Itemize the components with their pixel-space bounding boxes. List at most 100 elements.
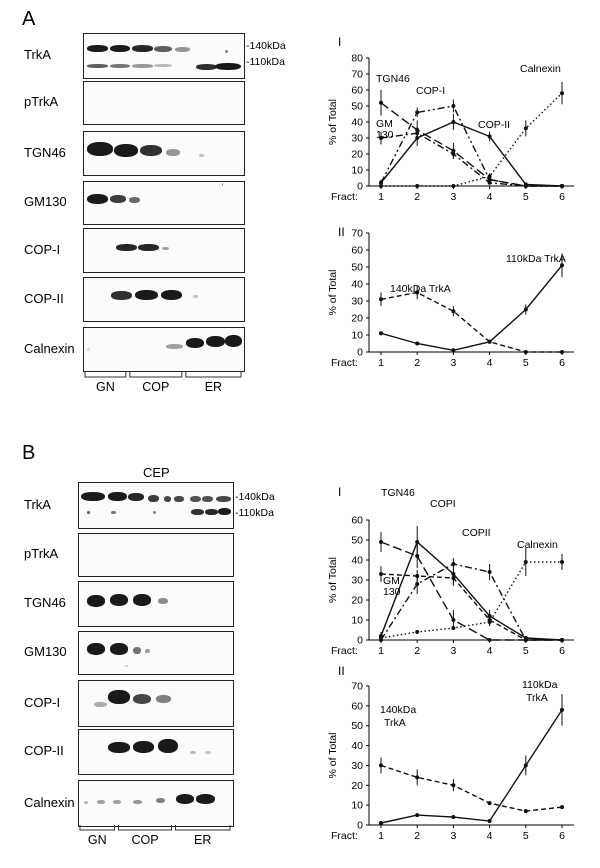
data-point	[451, 562, 456, 566]
chart-annotation: 140kDa TrkA	[390, 283, 451, 295]
x-tick-label: 4	[487, 645, 493, 657]
data-point	[487, 134, 492, 139]
panel-b-band	[216, 496, 232, 503]
data-point	[523, 307, 528, 312]
panel-a-band	[196, 63, 217, 70]
panel-b-group-bracket	[79, 825, 115, 831]
panel-a-kda-marker: -110kDa	[246, 56, 285, 68]
panel-b-band	[86, 511, 90, 515]
panel-a-band	[87, 63, 108, 68]
series-line-cop-i	[380, 105, 562, 187]
panel-b-letter: B	[22, 442, 36, 464]
panel-b-blot-calnexin	[78, 780, 234, 827]
panel-a-band	[221, 182, 224, 186]
y-tick-label: 20	[351, 149, 363, 161]
x-tick-label: 1	[378, 191, 384, 203]
data-point	[379, 763, 383, 768]
panel-b-group-label-cop: COP	[131, 833, 159, 847]
data-point	[487, 638, 492, 642]
y-tick-label: 50	[351, 535, 363, 547]
panel-b-group-brackets	[79, 825, 231, 831]
series-line-calnexin	[381, 92, 563, 187]
chart-annotation: COP-I	[416, 85, 445, 97]
panel-a-group-bracket	[84, 372, 127, 378]
y-tick-label: 10	[351, 800, 363, 812]
panel-a-band	[224, 334, 243, 347]
panel-a-band	[116, 243, 137, 251]
data-point	[560, 707, 564, 712]
panel-b-blot-label-cop-ii: COP-II	[24, 743, 64, 758]
chart-annotation: COPI	[430, 498, 456, 510]
data-point	[560, 91, 564, 96]
data-point	[487, 620, 492, 624]
panel-b-band	[163, 496, 172, 503]
panel-b-band	[132, 694, 152, 704]
panel-a-band	[154, 64, 172, 68]
x-tick-label: 1	[378, 830, 384, 842]
series-line-tgn46	[380, 541, 562, 641]
y-tick-label: 10	[351, 615, 363, 627]
chart-annotation: 110kDa TrkA	[506, 253, 566, 265]
panel-a-band	[215, 63, 241, 71]
panel-a-blot-label-trka: TrkA	[24, 47, 51, 62]
x-tick-label: 5	[523, 830, 529, 842]
x-axis-label: Fract:	[331, 830, 358, 842]
data-point	[560, 805, 564, 810]
data-point	[451, 120, 456, 124]
chart-annotation: GM	[376, 118, 393, 130]
data-point	[560, 350, 564, 354]
y-tick-label: 40	[351, 740, 363, 752]
panel-b-blot-label-tgn46: TGN46	[24, 595, 66, 610]
data-point	[415, 582, 420, 586]
y-axis-label: % of Total	[327, 557, 339, 603]
panel-a-group-bracket	[129, 372, 183, 378]
panel-b-band	[205, 508, 218, 515]
data-point	[487, 801, 492, 806]
chart-annotation: 110kDa	[522, 679, 558, 691]
panel-b-kda-marker: -110kDa	[235, 507, 274, 519]
y-tick-label: 50	[351, 101, 363, 113]
panel-b-band	[132, 740, 155, 753]
panel-b-band	[174, 496, 184, 503]
series-line-copii	[380, 563, 562, 641]
panel-b-blot-label-calnexin: Calnexin	[24, 794, 75, 810]
panel-b-band	[108, 742, 130, 754]
panel-b-band	[156, 695, 172, 703]
panel-a-group-bracket	[185, 372, 242, 378]
chart-annotation: TrkA	[526, 692, 548, 704]
series-line-110kda-trka	[380, 264, 563, 352]
panel-b-blot-cop-ii	[78, 729, 234, 775]
data-point	[523, 763, 528, 768]
chart-b-i: I 0 10 20 30 40 50 60 % of Total Fract: 1 2 3 4 5 6 TGN4…	[327, 485, 574, 657]
y-tick-label: 60	[351, 245, 363, 257]
panel-b-band	[145, 649, 150, 654]
chart-annotation: 130	[383, 586, 401, 598]
y-tick-label: 0	[357, 820, 363, 832]
data-point	[415, 136, 420, 140]
data-point	[523, 126, 528, 131]
panel-a-band	[132, 44, 153, 52]
y-tick-label: 30	[351, 575, 363, 587]
panel-a-band	[175, 47, 190, 53]
panel-b-blot-label-gm130: GM130	[24, 644, 67, 659]
y-tick-label: 10	[351, 165, 363, 177]
panel-b-blot-label-cop-i: COP-I	[24, 694, 61, 710]
panel-b-band	[108, 492, 127, 501]
data-point	[379, 572, 383, 576]
data-point	[451, 815, 456, 820]
data-point	[523, 182, 528, 187]
data-point	[415, 341, 420, 346]
y-tick-label: 50	[351, 262, 363, 274]
chart-annotation: 130	[376, 129, 394, 141]
y-tick-label: 0	[357, 635, 363, 647]
panel-a-group-label-er: ER	[204, 380, 223, 394]
panel-a-band	[192, 295, 198, 299]
x-tick-label: 2	[414, 357, 420, 369]
panel-b-band	[132, 593, 152, 606]
chart-annotation: 140kDa	[380, 704, 416, 716]
panel-b-band	[86, 642, 106, 655]
data-point	[560, 560, 564, 564]
panel-a-blot-calnexin	[83, 327, 245, 372]
panel-a-band	[87, 193, 108, 204]
